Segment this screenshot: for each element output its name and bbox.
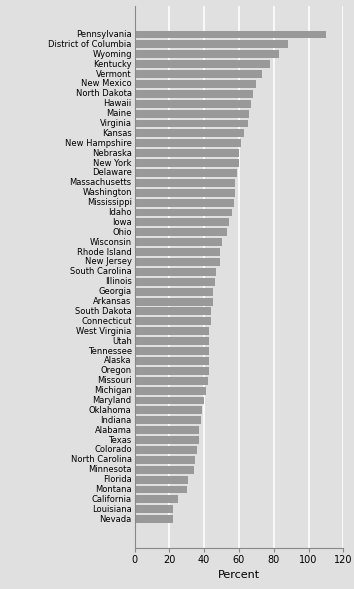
Bar — [135, 446, 197, 454]
Bar — [135, 307, 211, 315]
Bar — [135, 31, 326, 38]
Bar — [135, 229, 227, 236]
Bar — [135, 347, 209, 355]
Bar — [135, 317, 211, 325]
Bar — [135, 169, 237, 177]
Bar — [135, 327, 209, 335]
Bar — [135, 456, 195, 464]
Bar — [135, 297, 213, 306]
Bar — [135, 159, 239, 167]
Bar — [135, 505, 173, 513]
Bar — [135, 367, 209, 375]
Bar — [135, 406, 202, 414]
Bar — [135, 485, 187, 494]
Bar — [135, 287, 213, 296]
Bar — [135, 90, 253, 98]
Bar — [135, 278, 215, 286]
Bar — [135, 239, 222, 246]
Bar — [135, 357, 209, 365]
Bar — [135, 386, 206, 395]
Bar — [135, 268, 216, 276]
X-axis label: Percent: Percent — [218, 570, 260, 580]
Bar — [135, 258, 220, 266]
Bar — [135, 426, 199, 434]
Bar — [135, 70, 262, 78]
Bar — [135, 495, 178, 504]
Bar — [135, 179, 235, 187]
Bar — [135, 110, 249, 118]
Bar — [135, 396, 204, 405]
Bar — [135, 198, 234, 207]
Bar — [135, 41, 288, 48]
Bar — [135, 120, 248, 127]
Bar — [135, 189, 235, 197]
Bar — [135, 416, 201, 424]
Bar — [135, 248, 220, 256]
Bar — [135, 436, 199, 444]
Bar — [135, 476, 188, 484]
Bar — [135, 130, 244, 137]
Bar — [135, 515, 173, 523]
Bar — [135, 466, 194, 474]
Bar — [135, 219, 229, 226]
Bar — [135, 60, 270, 68]
Bar — [135, 377, 207, 385]
Bar — [135, 50, 279, 58]
Bar — [135, 209, 232, 217]
Bar — [135, 149, 239, 157]
Bar — [135, 337, 209, 345]
Bar — [135, 140, 241, 147]
Bar — [135, 100, 251, 108]
Bar — [135, 80, 256, 88]
